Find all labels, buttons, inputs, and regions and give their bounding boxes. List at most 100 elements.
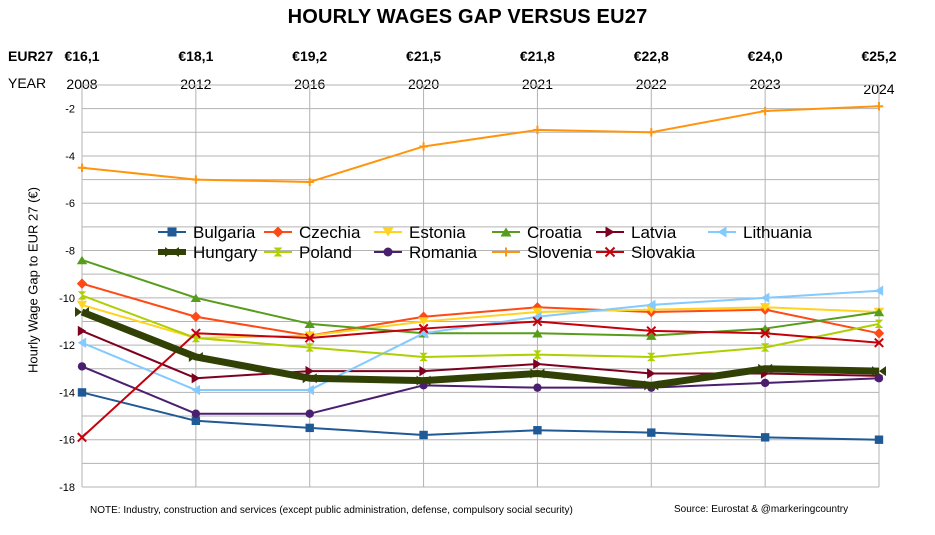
data-point xyxy=(382,227,394,237)
series-line xyxy=(81,259,880,337)
legend-label: Slovenia xyxy=(527,243,593,262)
x-tick-label: 2023 xyxy=(749,76,781,92)
legend-label: Romania xyxy=(409,243,478,262)
y-tick-label: -16 xyxy=(59,435,75,447)
series-line xyxy=(81,391,880,441)
data-point xyxy=(760,106,770,116)
data-point xyxy=(874,374,884,383)
series-hungary xyxy=(75,307,886,391)
data-point xyxy=(647,352,656,362)
data-point xyxy=(383,247,393,257)
data-point xyxy=(305,384,314,396)
data-point xyxy=(760,328,771,339)
data-point xyxy=(302,373,317,384)
series-line xyxy=(81,303,880,340)
eur27-value: €25,2 xyxy=(861,48,897,64)
data-point xyxy=(191,409,201,418)
data-point xyxy=(190,293,202,303)
data-point xyxy=(647,368,656,379)
data-point xyxy=(190,311,202,322)
data-point xyxy=(760,433,770,442)
x-tick-label: 2016 xyxy=(294,76,326,92)
data-point xyxy=(191,373,201,384)
data-point xyxy=(191,384,201,396)
data-point xyxy=(604,246,616,258)
eur27-value: €21,8 xyxy=(519,48,555,64)
data-point xyxy=(191,416,201,425)
data-point xyxy=(647,128,656,137)
y-tick-label: -8 xyxy=(65,246,75,258)
eur27-value: €24,0 xyxy=(747,48,783,64)
gridlines xyxy=(81,84,880,488)
data-point xyxy=(533,358,542,370)
data-point xyxy=(77,388,87,397)
data-point xyxy=(305,365,314,377)
data-point xyxy=(75,307,89,318)
y-tick-label: -4 xyxy=(65,151,75,163)
legend-item: Latvia xyxy=(596,223,677,242)
data-point xyxy=(77,291,87,300)
eur27-value: €21,5 xyxy=(406,48,442,64)
series-line xyxy=(81,294,880,358)
y-tick-label: -12 xyxy=(59,340,75,352)
data-point xyxy=(305,409,314,418)
data-point xyxy=(304,333,315,343)
data-point xyxy=(76,300,88,310)
data-point xyxy=(500,227,512,237)
x-tick-label: 2022 xyxy=(635,76,667,92)
legend-item: Slovakia xyxy=(596,243,696,262)
data-point xyxy=(77,325,87,337)
y-tick-label: -6 xyxy=(65,198,75,210)
data-point xyxy=(760,343,770,352)
eur27-value: €22,8 xyxy=(633,48,669,64)
legend-item: Poland xyxy=(264,243,352,262)
data-point xyxy=(874,435,884,444)
data-point xyxy=(605,226,615,238)
data-point xyxy=(647,299,656,311)
data-point xyxy=(760,378,770,388)
data-point xyxy=(76,255,88,265)
data-point xyxy=(304,331,315,340)
data-point xyxy=(272,226,284,238)
source-credit: Source: Eurostat & @markeringcountry xyxy=(674,504,849,515)
legend-label: Bulgaria xyxy=(193,223,256,242)
y-tick-label: -14 xyxy=(59,387,75,399)
legend-item: Croatia xyxy=(492,223,582,242)
series-line xyxy=(81,282,880,337)
data-point xyxy=(530,368,545,379)
eur27-value: €18,1 xyxy=(178,48,214,64)
x-tick-label: 2012 xyxy=(180,76,212,92)
legend-item: Czechia xyxy=(264,223,361,242)
legend-label: Czechia xyxy=(299,223,361,242)
data-point xyxy=(760,292,770,304)
data-point xyxy=(190,328,201,339)
data-point xyxy=(191,333,201,343)
data-point xyxy=(305,423,314,433)
data-point xyxy=(533,383,542,392)
data-point xyxy=(872,366,886,377)
data-point xyxy=(717,226,727,238)
legend: Bulgaria Czechia Estonia Croatia Latvia Lithu… xyxy=(158,223,813,262)
data-point xyxy=(874,102,884,111)
series-romania xyxy=(77,362,884,418)
data-point xyxy=(759,303,771,312)
legend-item: Bulgaria xyxy=(158,223,256,242)
legend-item: Hungary xyxy=(158,243,258,262)
data-point xyxy=(305,177,314,187)
x-tick-label: 2021 xyxy=(521,76,553,92)
data-point xyxy=(647,428,656,437)
data-point xyxy=(419,430,428,440)
y-tick-label: -18 xyxy=(59,482,75,494)
data-point xyxy=(305,343,314,352)
legend-label: Slovakia xyxy=(631,243,696,262)
series-line xyxy=(80,308,880,389)
legend-label: Croatia xyxy=(527,223,582,242)
data-point xyxy=(874,337,884,348)
chart-title: HOURLY WAGES GAP VERSUS EU27 xyxy=(287,6,648,28)
legend-item: Slovenia xyxy=(492,243,593,262)
data-point xyxy=(416,375,431,386)
series-slovenia xyxy=(77,102,884,187)
data-point xyxy=(191,175,201,184)
data-point xyxy=(418,317,429,326)
